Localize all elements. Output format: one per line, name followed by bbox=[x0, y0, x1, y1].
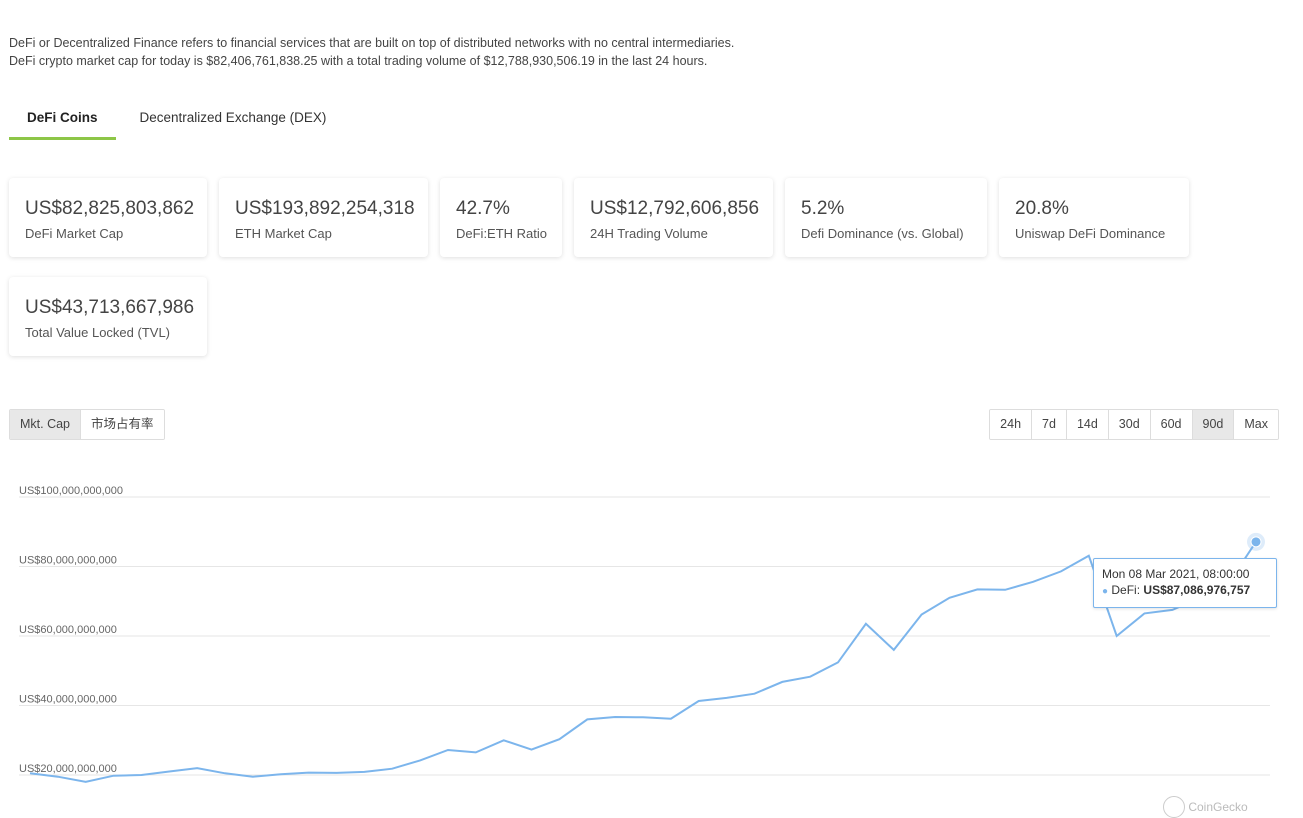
stat-value: 20.8% bbox=[1015, 198, 1069, 219]
stat-card-defi-eth-ratio: 42.7% DeFi:ETH Ratio bbox=[440, 178, 562, 257]
stat-label: DeFi:ETH Ratio bbox=[456, 226, 548, 241]
hover-marker bbox=[1247, 532, 1265, 551]
stat-value: US$43,713,667,986 bbox=[25, 297, 195, 318]
chart-type-toggle: Mkt. Cap 市场占有率 bbox=[9, 409, 165, 440]
time-range-selector: 24h 7d 14d 30d 60d 90d Max bbox=[989, 409, 1279, 440]
tab-decentralized-exchange[interactable]: Decentralized Exchange (DEX) bbox=[139, 110, 327, 125]
description: DeFi or Decentralized Finance refers to … bbox=[9, 34, 734, 70]
range-60d-button[interactable]: 60d bbox=[1149, 410, 1192, 439]
chart-grid bbox=[19, 496, 1270, 776]
category-tabs: DeFi Coins Decentralized Exchange (DEX) bbox=[9, 100, 344, 140]
market-cap-chart[interactable]: US$20,000,000,000 US$40,000,000,000 US$60,… bbox=[0, 467, 1303, 807]
range-90d-button[interactable]: 90d bbox=[1191, 410, 1234, 439]
y-tick-label: US$40,000,000,000 bbox=[19, 694, 117, 706]
y-tick-label: US$80,000,000,000 bbox=[19, 555, 117, 567]
market-share-button[interactable]: 市场占有率 bbox=[80, 410, 164, 439]
stat-value: US$193,892,254,318 bbox=[235, 198, 415, 219]
tooltip-value: US$87,086,976,757 bbox=[1143, 583, 1251, 597]
stat-card-defi-market-cap: US$82,825,803,862 DeFi Market Cap bbox=[9, 178, 207, 257]
stat-label: 24H Trading Volume bbox=[590, 226, 708, 241]
coingecko-watermark: CoinGecko bbox=[1163, 796, 1248, 818]
range-7d-button[interactable]: 7d bbox=[1031, 410, 1066, 439]
stat-card-uniswap-dominance: 20.8% Uniswap DeFi Dominance bbox=[999, 178, 1189, 257]
y-tick-label: US$100,000,000,000 bbox=[19, 485, 123, 497]
tooltip-value-row: ● DeFi: US$87,086,976,757 bbox=[1102, 582, 1268, 600]
mkt-cap-button[interactable]: Mkt. Cap bbox=[10, 410, 81, 439]
tooltip-date: Mon 08 Mar 2021, 08:00:00 bbox=[1102, 567, 1250, 581]
range-30d-button[interactable]: 30d bbox=[1107, 410, 1150, 439]
stat-label: Uniswap DeFi Dominance bbox=[1015, 226, 1166, 241]
stat-card-trading-volume: US$12,792,606,856 24H Trading Volume bbox=[574, 178, 773, 257]
range-max-button[interactable]: Max bbox=[1233, 410, 1278, 439]
stat-card-defi-dominance: 5.2% Defi Dominance (vs. Global) bbox=[785, 178, 987, 257]
gecko-logo-icon bbox=[1163, 796, 1185, 818]
description-line-1: DeFi or Decentralized Finance refers to … bbox=[9, 36, 735, 50]
y-tick-label: US$20,000,000,000 bbox=[19, 763, 117, 775]
y-axis-labels: US$20,000,000,000 US$40,000,000,000 US$60,… bbox=[19, 485, 123, 775]
stat-value: US$82,825,803,862 bbox=[25, 198, 195, 219]
series-dot-icon: ● bbox=[1102, 586, 1109, 597]
tooltip-series-name: DeFi: bbox=[1111, 583, 1141, 597]
tab-defi-coins[interactable]: DeFi Coins bbox=[9, 100, 116, 140]
stat-value: US$12,792,606,856 bbox=[590, 198, 760, 219]
stat-card-tvl: US$43,713,667,986 Total Value Locked (TV… bbox=[9, 277, 207, 356]
range-14d-button[interactable]: 14d bbox=[1065, 410, 1108, 439]
range-24h-button[interactable]: 24h bbox=[990, 410, 1032, 439]
stat-card-eth-market-cap: US$193,892,254,318 ETH Market Cap bbox=[219, 178, 428, 257]
stat-label: ETH Market Cap bbox=[235, 226, 332, 241]
y-tick-label: US$60,000,000,000 bbox=[19, 624, 117, 636]
stat-value: 42.7% bbox=[456, 198, 510, 219]
stat-label: Defi Dominance (vs. Global) bbox=[801, 226, 964, 241]
watermark-text: CoinGecko bbox=[1188, 800, 1248, 814]
defi-series-line bbox=[29, 541, 1257, 783]
stat-label: Total Value Locked (TVL) bbox=[25, 325, 170, 340]
stat-label: DeFi Market Cap bbox=[25, 226, 124, 241]
hover-point bbox=[1250, 536, 1262, 548]
description-line-2: DeFi crypto market cap for today is $82,… bbox=[9, 54, 708, 68]
stat-value: 5.2% bbox=[801, 198, 845, 219]
chart-tooltip: Mon 08 Mar 2021, 08:00:00 ● DeFi: US$87,… bbox=[1093, 558, 1277, 608]
